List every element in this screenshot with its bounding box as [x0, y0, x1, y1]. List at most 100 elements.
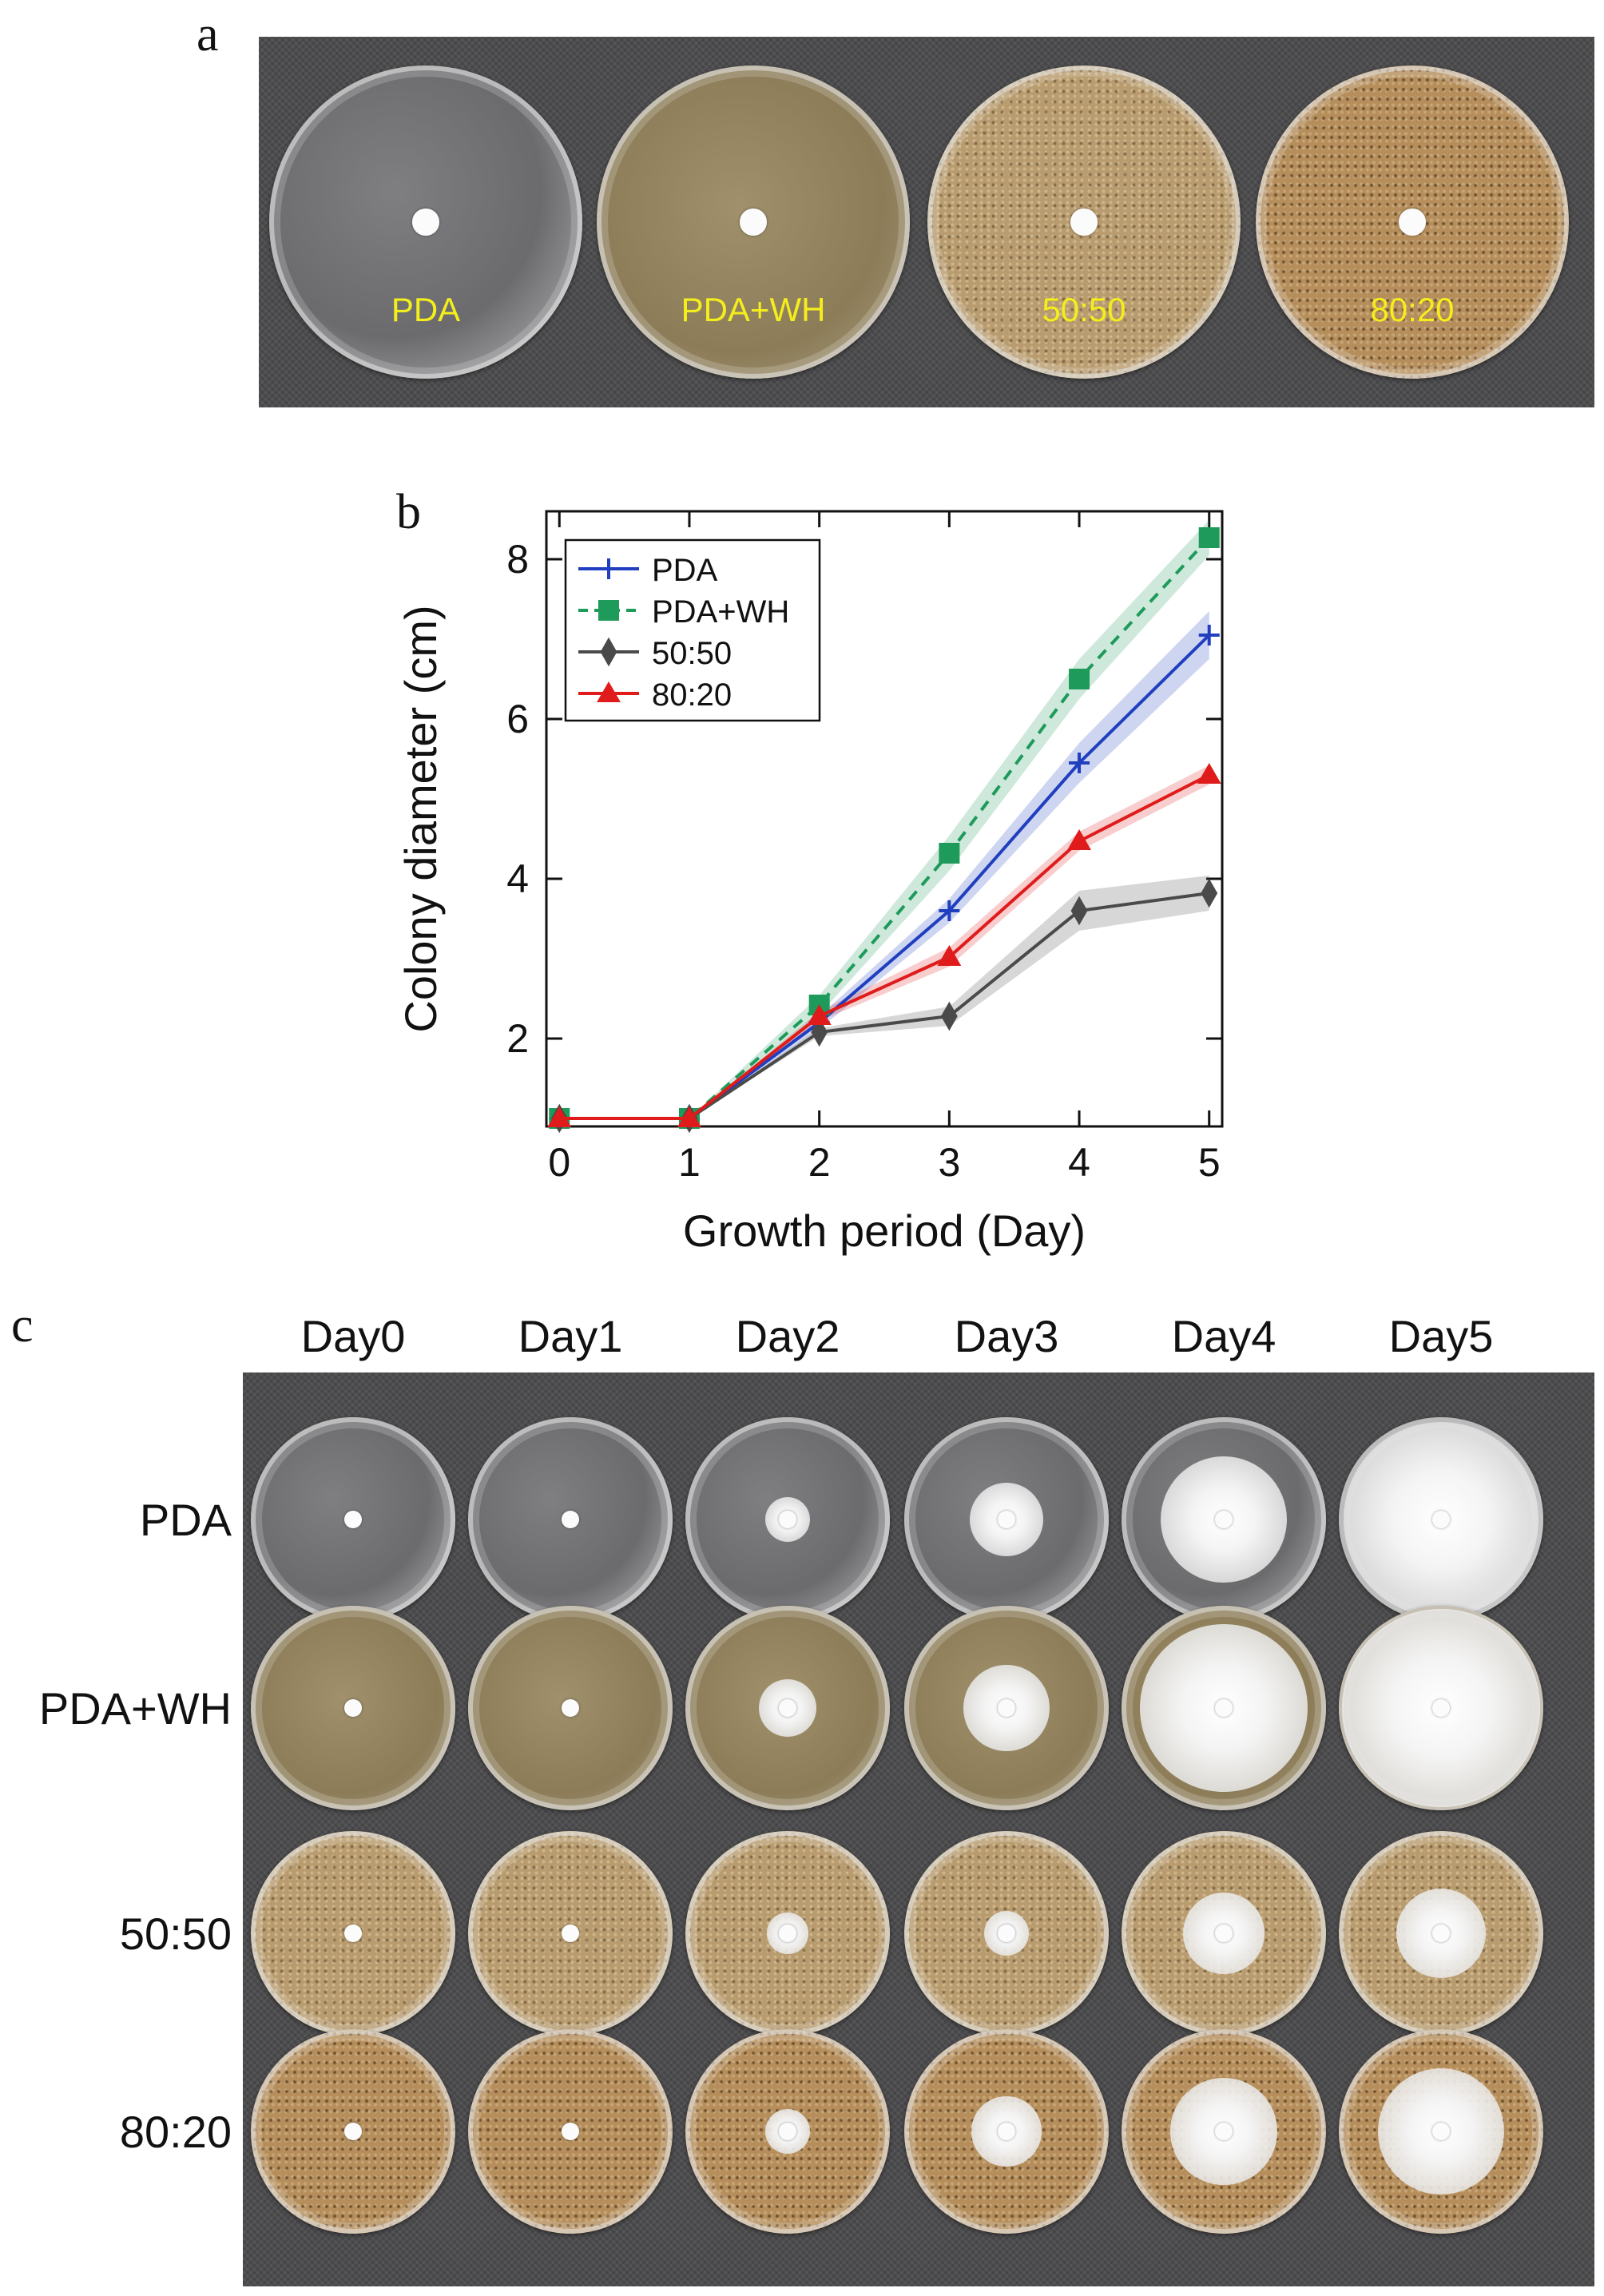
y-tick-label: 8: [506, 537, 529, 582]
data-point: [940, 1001, 958, 1031]
dish-wh-day4: [1122, 1606, 1326, 1810]
data-point: [1197, 763, 1221, 785]
inoculation-plug: [344, 1511, 362, 1528]
legend-marker: [598, 600, 619, 621]
dish-wh-day0: [251, 1606, 455, 1810]
dish-5050-day5: [1339, 1831, 1543, 2036]
x-tick-label: 2: [808, 1140, 831, 1185]
dish-8020: 80:20: [1256, 66, 1569, 379]
legend-label: PDA: [652, 553, 718, 588]
dish-5050-day1: [468, 1831, 673, 2036]
dish-8020-day2: [685, 2029, 890, 2234]
dish-8020-day3: [904, 2029, 1109, 2234]
series-line-pda-wh: [559, 536, 1211, 1120]
day-column-label: Day3: [954, 1311, 1059, 1361]
inoculation-plug: [1215, 1511, 1233, 1528]
dish-5050-day2: [685, 1831, 890, 2036]
inoculation-plug: [562, 1925, 579, 1942]
inoculation-plug: [1432, 1699, 1450, 1717]
data-point: [1070, 896, 1088, 926]
series-line-80-20: [559, 773, 1210, 1120]
x-tick-label: 4: [1068, 1140, 1090, 1185]
panel-b-letter: b: [396, 485, 421, 539]
inoculation-plug: [1215, 1699, 1233, 1717]
inoculation-plug: [562, 1511, 579, 1528]
data-point: [1067, 829, 1091, 851]
inoculation-plug: [779, 2123, 796, 2140]
data-point: [547, 1106, 572, 1128]
inoculation-plug: [1070, 209, 1098, 236]
dish-8020-day5: [1339, 2029, 1543, 2234]
inoculation-plug: [1215, 1925, 1233, 1942]
dish-pda-day1: [468, 1417, 673, 1622]
data-point: [1069, 669, 1090, 689]
y-tick-label: 6: [506, 697, 529, 741]
dish-label: PDA: [391, 291, 461, 328]
inoculation-plug: [1432, 1511, 1450, 1528]
y-tick-label: 2: [506, 1016, 529, 1061]
panel-c-letter: c: [11, 1298, 34, 1353]
data-point: [1069, 753, 1090, 773]
inoculation-plug: [344, 1925, 362, 1942]
legend-marker: [598, 558, 619, 579]
inoculation-plug: [1215, 2123, 1233, 2140]
dish-wh-day5: [1339, 1606, 1543, 1810]
panel-a-photo: PDA PDA+WH 50:50 80:20: [259, 37, 1594, 407]
dish-pda-day2: [685, 1417, 890, 1622]
inoculation-plug: [740, 209, 767, 236]
dish-pda-day5: [1339, 1417, 1543, 1622]
day-column-label: Day2: [735, 1311, 840, 1361]
inoculation-plug: [998, 1511, 1015, 1528]
inoculation-plug: [998, 2123, 1015, 2140]
inoculation-plug: [562, 2123, 579, 2140]
dish-5050-day4: [1122, 1831, 1326, 2036]
x-axis-label: Growth period (Day): [683, 1206, 1086, 1256]
data-point: [937, 945, 962, 967]
plot-frame: [545, 510, 1224, 1128]
x-tick-label: 5: [1198, 1140, 1221, 1185]
dish-5050-day3: [904, 1831, 1109, 2036]
legend-marker: [600, 637, 617, 667]
dish-wh-day2: [685, 1606, 890, 1810]
dish-wh-day3: [904, 1606, 1109, 1810]
legend-marker: [597, 681, 621, 703]
inoculation-plug: [779, 1511, 796, 1528]
data-point: [807, 1004, 832, 1026]
dish-label: PDA+WH: [681, 291, 826, 328]
inoculation-plug: [998, 1699, 1015, 1717]
dish-8020-day0: [251, 2029, 455, 2234]
band-50-50: [559, 876, 1209, 1118]
medium-row-label: PDA+WH: [38, 1683, 232, 1734]
dish-8020-day1: [468, 2029, 673, 2234]
x-tick-label: 1: [678, 1140, 701, 1185]
x-tick-label: 0: [548, 1140, 570, 1185]
dish-label: 80:20: [1370, 291, 1455, 328]
inoculation-plug: [998, 1925, 1015, 1942]
legend-label: 80:20: [652, 677, 732, 713]
dish-pda-day4: [1122, 1417, 1326, 1622]
growth-chart: 0 1 2 3 4 5 2 4 6 8 Growth period (Day) Colony diam…: [395, 510, 1224, 1256]
medium-row-label: 80:20: [119, 2107, 232, 2157]
dish-wh-day1: [468, 1606, 673, 1810]
medium-row-label: 50:50: [119, 1909, 232, 1959]
data-point: [939, 843, 960, 864]
band-80-20: [559, 765, 1209, 1118]
dish-pda-day0: [251, 1417, 455, 1622]
inoculation-plug: [1399, 209, 1426, 236]
day-column-label: Day5: [1388, 1311, 1494, 1361]
day-column-label: Day0: [300, 1311, 406, 1361]
dish-wh: PDA+WH: [597, 66, 910, 379]
dish-label: 50:50: [1042, 291, 1126, 328]
legend-label: PDA+WH: [652, 594, 789, 630]
panel-c-photo: [243, 1372, 1594, 2286]
day-column-label: Day1: [518, 1311, 623, 1361]
data-point: [939, 900, 960, 921]
inoculation-plug: [344, 2123, 362, 2140]
dish-pda: PDA: [269, 66, 582, 379]
inoculation-plug: [344, 1699, 362, 1717]
inoculation-plug: [412, 209, 439, 236]
y-axis-label: Colony diameter (cm): [395, 605, 446, 1032]
inoculation-plug: [779, 1699, 796, 1717]
panel-a-letter: a: [197, 7, 219, 62]
data-point: [1201, 878, 1218, 908]
